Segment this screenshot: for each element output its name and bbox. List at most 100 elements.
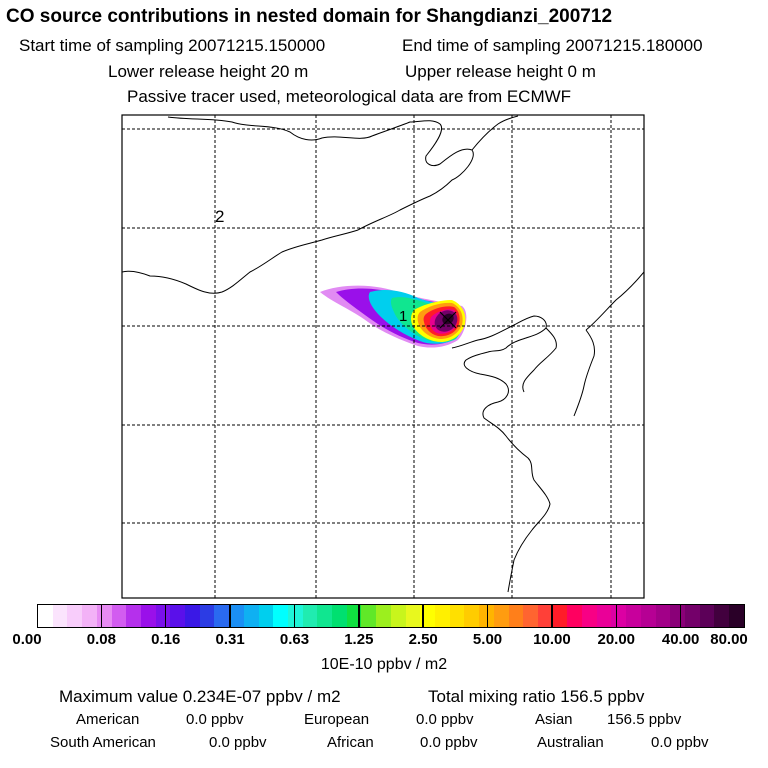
coastlines-borders	[122, 115, 644, 593]
colorbar-swatch	[699, 605, 715, 627]
colorbar-tick-label: 0.08	[86, 631, 116, 648]
colorbar-swatch	[640, 605, 656, 627]
colorbar-swatch	[479, 605, 494, 627]
colorbar-swatch	[126, 605, 141, 627]
bohai-coastline	[451, 315, 551, 593]
colorbar-unit-label: 10E-10 ppbv / m2	[320, 656, 448, 673]
colorbar-swatch	[626, 605, 641, 627]
colorbar-swatch	[390, 605, 406, 627]
colorbar-swatch	[346, 605, 362, 627]
colorbar-tick-label: 40.00	[661, 631, 700, 648]
colorbar-tick	[358, 604, 360, 628]
colorbar-swatch	[464, 605, 480, 627]
colorbar-tick-label: 0.31	[215, 631, 245, 648]
colorbar-tick	[164, 604, 167, 628]
region-value-asian: 156.5 ppbv	[607, 711, 682, 728]
colorbar-swatch	[170, 605, 186, 627]
region-name-european: European	[304, 711, 370, 728]
colorbar-tick	[293, 604, 296, 628]
colorbar-swatch	[420, 605, 435, 627]
region-name-australian: Australian	[537, 734, 604, 751]
colorbar-tick	[615, 604, 618, 628]
colorbar-swatch	[611, 605, 627, 627]
colorbar-tick-label: 0.63	[279, 631, 310, 648]
colorbar-swatch	[332, 605, 347, 627]
colorbar-swatch	[229, 605, 244, 627]
end-time-label: End time of sampling 20071215.180000	[402, 36, 703, 55]
colorbar-swatch	[155, 605, 171, 627]
region-value-australian: 0.0 ppbv	[651, 734, 709, 751]
colorbar-swatch	[714, 605, 730, 627]
colorbar-swatch	[287, 605, 303, 627]
colorbar-swatch	[258, 605, 274, 627]
colorbar-swatch	[52, 605, 68, 627]
colorbar-swatch	[567, 605, 583, 627]
colorbar-tick-label: 20.00	[597, 631, 636, 648]
colorbar-swatch	[670, 605, 685, 627]
northern-border	[122, 116, 474, 294]
colorbar-tick-label: 10.00	[533, 631, 571, 648]
region-value-south-american: 0.0 ppbv	[209, 734, 267, 751]
plot-title: CO source contributions in nested domain…	[6, 6, 613, 27]
colorbar-swatch	[552, 605, 568, 627]
region-value-american: 0.0 ppbv	[186, 711, 244, 728]
colorbar-tick-label: 80.00	[710, 631, 748, 648]
colorbar-swatch	[655, 605, 671, 627]
colorbar-swatch	[199, 605, 215, 627]
region-name-american: American	[76, 711, 140, 728]
map-border	[121, 114, 645, 599]
colorbar-swatch	[302, 605, 318, 627]
start-time-label: Start time of sampling 20071215.150000	[19, 36, 326, 55]
colorbar-swatch	[376, 605, 391, 627]
colorbar-swatch	[596, 605, 612, 627]
colorbar-tick	[486, 604, 489, 628]
colorbar-swatch	[434, 605, 450, 627]
northeast-border	[471, 115, 519, 151]
colorbar	[37, 604, 745, 628]
region-value-european: 0.0 ppbv	[416, 711, 474, 728]
colorbar-swatch	[140, 605, 156, 627]
colorbar-swatch	[729, 605, 744, 627]
region-name-asian: Asian	[535, 711, 573, 728]
colorbar-swatch	[243, 605, 259, 627]
colorbar-swatch	[493, 605, 509, 627]
max-value-label: Maximum value 0.234E-07 ppbv / m2	[59, 687, 341, 706]
region-label-1: 1	[399, 308, 407, 325]
colorbar-tick-label: 2.50	[408, 631, 438, 648]
colorbar-swatch	[111, 605, 127, 627]
lower-release-label: Lower release height 20 m	[108, 62, 309, 81]
plume-layer	[320, 285, 467, 348]
colorbar-swatch	[523, 605, 538, 627]
colorbar-swatch	[185, 605, 200, 627]
colorbar-swatch	[82, 605, 97, 627]
colorbar-swatch	[214, 605, 230, 627]
colorbar-swatch	[361, 605, 377, 627]
colorbar-swatch	[684, 605, 700, 627]
map-frame	[122, 115, 644, 598]
station-marker	[439, 311, 457, 329]
total-mixing-ratio-label: Total mixing ratio 156.5 ppbv	[428, 687, 645, 706]
region-name-south-american: South American	[50, 734, 156, 751]
colorbar-tick-label: 0.16	[151, 631, 181, 648]
colorbar-swatch	[537, 605, 553, 627]
colorbar-tick	[551, 604, 553, 628]
colorbar-swatch	[317, 605, 333, 627]
colorbar-swatch	[273, 605, 288, 627]
korea-coastline	[522, 327, 557, 393]
colorbar-swatch	[405, 605, 421, 627]
colorbar-tick	[100, 604, 103, 628]
shandong-coastline	[573, 329, 595, 417]
colorbar-tick	[422, 604, 424, 628]
colorbar-tick-label: 0.00	[12, 631, 42, 648]
colorbar-swatch	[508, 605, 524, 627]
colorbar-tick-label: 1.25	[344, 631, 374, 648]
colorbar-swatch	[38, 605, 53, 627]
colorbar-tick	[679, 604, 682, 628]
colorbar-swatch	[449, 605, 465, 627]
eastern-border	[585, 271, 644, 331]
region-name-african: African	[327, 734, 374, 751]
upper-release-label: Upper release height 0 m	[405, 62, 596, 81]
colorbar-swatch	[96, 605, 112, 627]
colorbar-tick	[229, 604, 231, 628]
